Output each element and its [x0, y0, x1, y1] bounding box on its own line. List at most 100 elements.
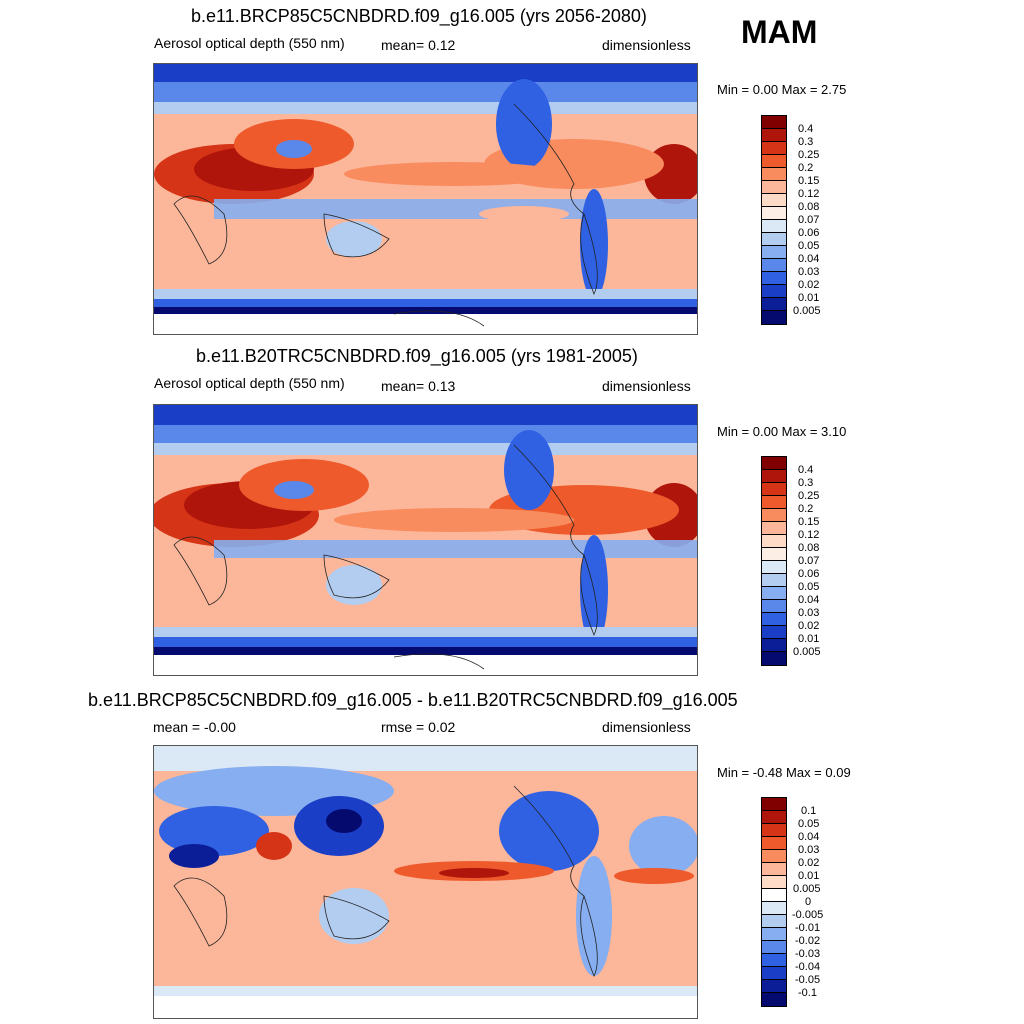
panel2-colorbar-label: 0.005	[793, 646, 821, 658]
panel1-colorbar-label: 0.04	[798, 253, 820, 265]
panel2-colorbar-label: 0.08	[798, 542, 820, 554]
panel3-colorbar-label: -0.03	[795, 948, 821, 960]
panel2-colorbar-label: 0.12	[798, 529, 820, 541]
panel2-colorbar-label: 0.02	[798, 620, 820, 632]
panel3-colorbar-swatch	[762, 954, 786, 967]
panel1-colorbar-swatch	[762, 259, 786, 272]
panel1-colorbar-swatch	[762, 285, 786, 298]
panel3-colorbar-swatch	[762, 902, 786, 915]
panel1-colorbar-label: 0.06	[798, 227, 820, 239]
panel3-colorbar-label: 0.03	[798, 844, 820, 856]
panel2-colorbar-label: 0.25	[798, 490, 820, 502]
panel3-colorbar-label: -0.1	[798, 987, 817, 999]
panel3-map	[153, 745, 698, 1019]
panel1-colorbar-label: 0.07	[798, 214, 820, 226]
panel3-colorbar-label: 0.005	[793, 883, 821, 895]
panel3-colorbar-label: -0.04	[795, 961, 821, 973]
panel2-colorbar-swatch	[762, 587, 786, 600]
panel1-variable-label: Aerosol optical depth (550 nm)	[154, 35, 345, 51]
panel2-colorbar-swatch	[762, 496, 786, 509]
panel2-colorbar-swatch	[762, 548, 786, 561]
panel2-colorbar-label: 0.05	[798, 581, 820, 593]
panel2-colorbar-swatch	[762, 613, 786, 626]
panel3-colorbar-label: -0.005	[792, 909, 824, 921]
panel1-title: b.e11.BRCP85C5CNBDRD.f09_g16.005 (yrs 20…	[191, 6, 647, 26]
panel2-colorbar-swatch	[762, 483, 786, 496]
panel1-colorbar-label: 0.2	[798, 162, 814, 174]
panel2-colorbar-swatch	[762, 652, 786, 665]
panel2-variable-label: Aerosol optical depth (550 nm)	[154, 375, 345, 391]
panel3-colorbar-label: -0.01	[795, 922, 821, 934]
panel1-colorbar-label: 0.08	[798, 201, 820, 213]
panel1-colorbar-swatch	[762, 233, 786, 246]
panel1-colorbar-swatch	[762, 207, 786, 220]
panel1-colorbar-swatch	[762, 311, 786, 324]
panel3-colorbar-swatch	[762, 863, 786, 876]
panel1-colorbar-swatch	[762, 155, 786, 168]
panel1-map	[153, 63, 698, 335]
panel1-colorbar-swatch	[762, 142, 786, 155]
panel1-units: dimensionless	[602, 37, 691, 53]
panel3-minmax: Min = -0.48 Max = 0.09	[717, 765, 851, 780]
panel1-colorbar-swatch	[762, 168, 786, 181]
panel3-colorbar	[761, 797, 787, 1007]
panel2-colorbar-swatch	[762, 639, 786, 652]
panel3-colorbar-swatch	[762, 837, 786, 850]
panel2-colorbar-label: 0.3	[798, 477, 814, 489]
panel1-colorbar-label: 0.01	[798, 292, 820, 304]
panel2-minmax: Min = 0.00 Max = 3.10	[717, 424, 847, 439]
panel3-rmse: rmse = 0.02	[381, 719, 456, 735]
panel3-colorbar-label: 0.02	[798, 857, 820, 869]
panel2-colorbar-label: 0.2	[798, 503, 814, 515]
panel3-colorbar-swatch	[762, 824, 786, 837]
panel3-map-field	[154, 746, 697, 1018]
panel3-colorbar-swatch	[762, 967, 786, 980]
panel2-colorbar-label: 0.15	[798, 516, 820, 528]
panel3-colorbar-label: -0.02	[795, 935, 821, 947]
panel3-colorbar-swatch	[762, 928, 786, 941]
panel1-colorbar-label: 0.15	[798, 175, 820, 187]
panel3-colorbar-swatch	[762, 980, 786, 993]
panel1-mean: mean= 0.12	[381, 37, 456, 53]
panel2-colorbar	[761, 456, 787, 666]
panel3-title: b.e11.BRCP85C5CNBDRD.f09_g16.005 - b.e11…	[88, 690, 738, 710]
panel2-mean: mean= 0.13	[381, 378, 456, 394]
panel2-colorbar-label: 0.4	[798, 464, 814, 476]
panel3-colorbar-label: 0	[805, 896, 812, 908]
panel1-colorbar-label: 0.12	[798, 188, 820, 200]
panel2-colorbar-label: 0.01	[798, 633, 820, 645]
panel2-units: dimensionless	[602, 378, 691, 394]
panel1-colorbar-swatch	[762, 129, 786, 142]
panel3-colorbar-swatch	[762, 850, 786, 863]
panel3-colorbar-label: -0.05	[795, 974, 821, 986]
panel1-colorbar	[761, 115, 787, 325]
panel3-colorbar-label: 0.1	[801, 805, 817, 817]
panel2-colorbar-swatch	[762, 561, 786, 574]
panel1-colorbar-swatch	[762, 246, 786, 259]
panel2-colorbar-swatch	[762, 509, 786, 522]
panel2-colorbar-swatch	[762, 535, 786, 548]
panel3-colorbar-swatch	[762, 941, 786, 954]
panel3-colorbar-swatch	[762, 915, 786, 928]
panel2-colorbar-swatch	[762, 470, 786, 483]
panel3-colorbar-swatch	[762, 798, 786, 811]
panel1-colorbar-label: 0.25	[798, 149, 820, 161]
panel1-map-field	[154, 64, 697, 334]
panel1-colorbar-label: 0.02	[798, 279, 820, 291]
panel2-colorbar-swatch	[762, 574, 786, 587]
panel3-colorbar-swatch	[762, 811, 786, 824]
panel2-colorbar-label: 0.04	[798, 594, 820, 606]
panel1-colorbar-label: 0.3	[798, 136, 814, 148]
panel3-colorbar-label: 0.01	[798, 870, 820, 882]
panel1-colorbar-label: 0.4	[798, 123, 814, 135]
panel2-colorbar-label: 0.03	[798, 607, 820, 619]
panel2-colorbar-swatch	[762, 626, 786, 639]
panel3-mean: mean = -0.00	[153, 719, 236, 735]
panel3-units: dimensionless	[602, 719, 691, 735]
panel1-colorbar-swatch	[762, 181, 786, 194]
panel2-map-field	[154, 405, 697, 675]
panel2-map	[153, 404, 698, 676]
panel1-colorbar-swatch	[762, 272, 786, 285]
panel2-colorbar-swatch	[762, 522, 786, 535]
panel3-colorbar-label: 0.05	[798, 818, 820, 830]
